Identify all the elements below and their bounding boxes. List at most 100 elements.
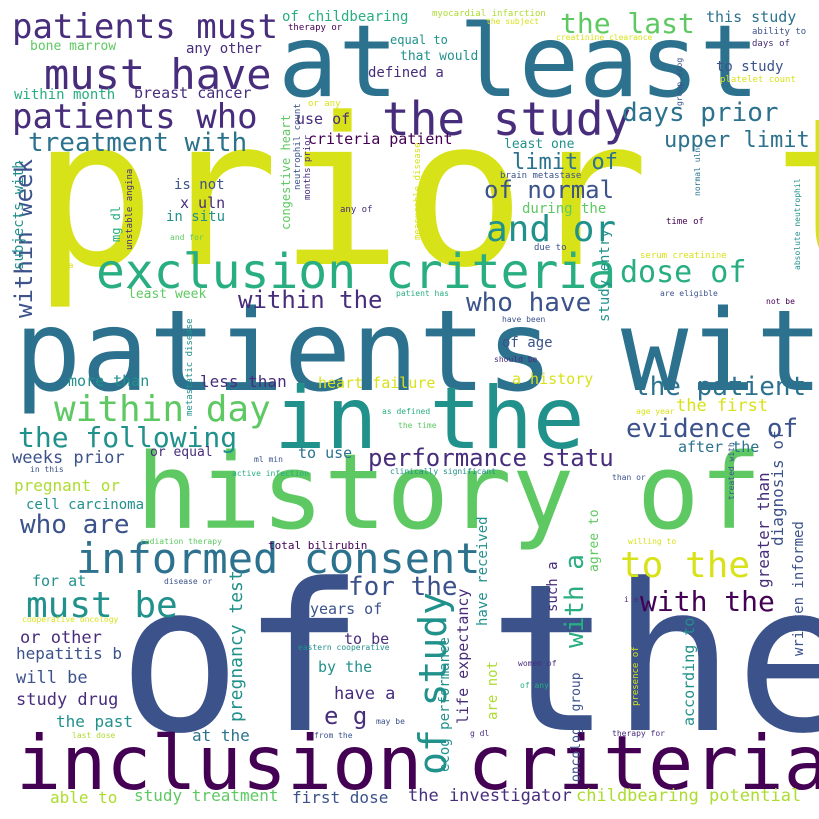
word-have-received: have received <box>475 516 491 626</box>
word-less-than: less than <box>200 372 287 391</box>
word-to-use: to use <box>298 444 353 462</box>
word-must-have: must have <box>44 50 272 99</box>
word-days-prior: days prior <box>622 98 779 128</box>
word-who-are: who are <box>20 510 130 540</box>
word-have-been: have been <box>502 315 546 324</box>
word-eastern-cooperative: eastern cooperative <box>298 643 390 652</box>
word-normal-uln: normal uln <box>693 147 702 196</box>
word-a-history: a history <box>512 370 594 388</box>
word-therapy-or: therapy or <box>288 23 343 33</box>
word-of-the: of the <box>118 541 819 779</box>
word-equal-to: equal to <box>390 33 448 47</box>
word-evidence-of: evidence of <box>626 414 799 444</box>
word-the-time: the time <box>398 421 437 430</box>
word-neutrophil-count: neutrophil count <box>293 103 303 190</box>
word-of-any: of any <box>520 681 549 690</box>
word-and-or: and or <box>486 209 617 250</box>
word-any-other: any other <box>186 41 262 57</box>
word-to-study: to study <box>716 59 784 75</box>
word-absolute-neutrophil: absolute neutrophil <box>793 178 802 270</box>
word-congestive-heart: congestive heart <box>279 114 293 230</box>
word-brain-metastase: brain metastase <box>500 171 582 181</box>
word-treated-with: treated with <box>727 442 736 500</box>
word-within-month: within month <box>14 87 116 103</box>
word-defined-a: defined a <box>368 65 444 81</box>
word-time-of: time of <box>666 217 704 227</box>
word-g-dl: g dl <box>470 729 490 738</box>
word-in-the: in the <box>274 369 585 469</box>
word-x-uln: x uln <box>180 194 226 212</box>
word-to-be: to be <box>344 630 390 648</box>
word-patients-who: patients who <box>12 97 258 137</box>
word-clinically-significant: clinically significant <box>390 467 496 476</box>
word-informed-consent: informed consent <box>76 534 481 583</box>
word-and-for: and for <box>170 233 204 242</box>
word-the-last: the last <box>560 7 695 40</box>
word-upper-limit: upper limit <box>664 128 810 153</box>
word-within-the: within the <box>238 286 383 314</box>
word-ecog-performance: ecog performance <box>437 637 453 772</box>
word-subjects-with: subjects with <box>11 160 27 270</box>
word-patient-has: patient has <box>396 289 449 298</box>
word-or-other: or other <box>20 628 102 648</box>
word-hepatitis-b: hepatitis b <box>16 644 122 663</box>
word-by-the: by the <box>318 658 373 676</box>
word-therapy-for: therapy for <box>612 729 665 738</box>
word-total-bilirubin: total bilirubin <box>268 539 368 552</box>
word-the-past: the past <box>56 712 134 731</box>
word-the-investigator: the investigator <box>408 786 572 806</box>
word-group-ecog: group ecog <box>675 57 684 106</box>
word-able-to: able to <box>50 788 118 807</box>
word-years-of: years of <box>310 600 383 618</box>
word-serum-creatinine: serum creatinine <box>640 251 727 261</box>
word-due-to: due to <box>534 243 567 253</box>
word-of-childbearing: of childbearing <box>282 9 409 25</box>
word-i-e: i e <box>624 595 639 604</box>
word-in-this: in this <box>30 465 64 474</box>
word-according-to: according to <box>680 617 698 726</box>
word-study-drug: study drug <box>16 690 119 710</box>
word-at-least: at least <box>278 3 760 120</box>
word-to-the: to the <box>620 545 751 586</box>
word-diagnosis-of: diagnosis of <box>768 430 787 546</box>
word-of-age: of age <box>502 335 553 351</box>
word-the-following: the following <box>18 421 238 454</box>
word-breast-cancer: breast cancer <box>134 84 252 102</box>
word-at-the: at the <box>192 726 250 745</box>
word-or-equal: or equal <box>150 445 213 460</box>
word-willing-to: willing to <box>628 537 677 546</box>
word-measurable-disease: measurable disease <box>413 142 423 240</box>
word-radiation-therapy: radiation therapy <box>140 537 222 546</box>
word-least-one: least one <box>504 137 575 152</box>
word-study-treatment: study treatment <box>134 786 279 805</box>
word-oncology-group: oncology group <box>569 672 584 782</box>
word-creatinine-clearance: creatinine clearance <box>556 33 653 42</box>
word-women-of: women of <box>518 659 557 668</box>
word-written-informed: written informed <box>791 521 807 656</box>
word-criteria-patient: criteria patient <box>308 130 453 148</box>
word-within-day: within day <box>54 389 271 430</box>
word-ability-to: ability to <box>752 27 807 37</box>
word-as-defined: as defined <box>382 407 431 416</box>
word-cell-carcinoma: cell carcinoma <box>26 497 145 513</box>
word-platelet-count: platelet count <box>720 75 796 85</box>
word-this-study: this study <box>706 8 797 26</box>
word-childbearing-potential: childbearing potential <box>576 786 802 806</box>
word-limit-of: limit of <box>512 150 618 175</box>
word-months-prior: months prior <box>303 134 313 200</box>
word-patients-with: patients with <box>14 287 819 417</box>
word-or-any: or any <box>308 99 341 109</box>
word-patients-must: patients must <box>12 7 279 47</box>
word-days-of: days of <box>752 39 790 49</box>
word-heart-failure: heart failure <box>318 374 436 392</box>
word-active-infection: active infection <box>232 469 310 478</box>
word-life-expectancy: life expectancy <box>454 588 472 724</box>
word-presence-of: presence of <box>631 646 641 706</box>
word-least-week: least week <box>128 287 207 302</box>
word-should-be: should be <box>494 355 538 364</box>
word-have-a: have a <box>334 684 396 704</box>
word-history-of: history of <box>136 431 763 553</box>
word-pregnancy-test: pregnancy test <box>226 570 247 722</box>
word-cooperative-oncology: cooperative oncology <box>22 615 119 624</box>
word-for-the: for the <box>348 572 458 602</box>
